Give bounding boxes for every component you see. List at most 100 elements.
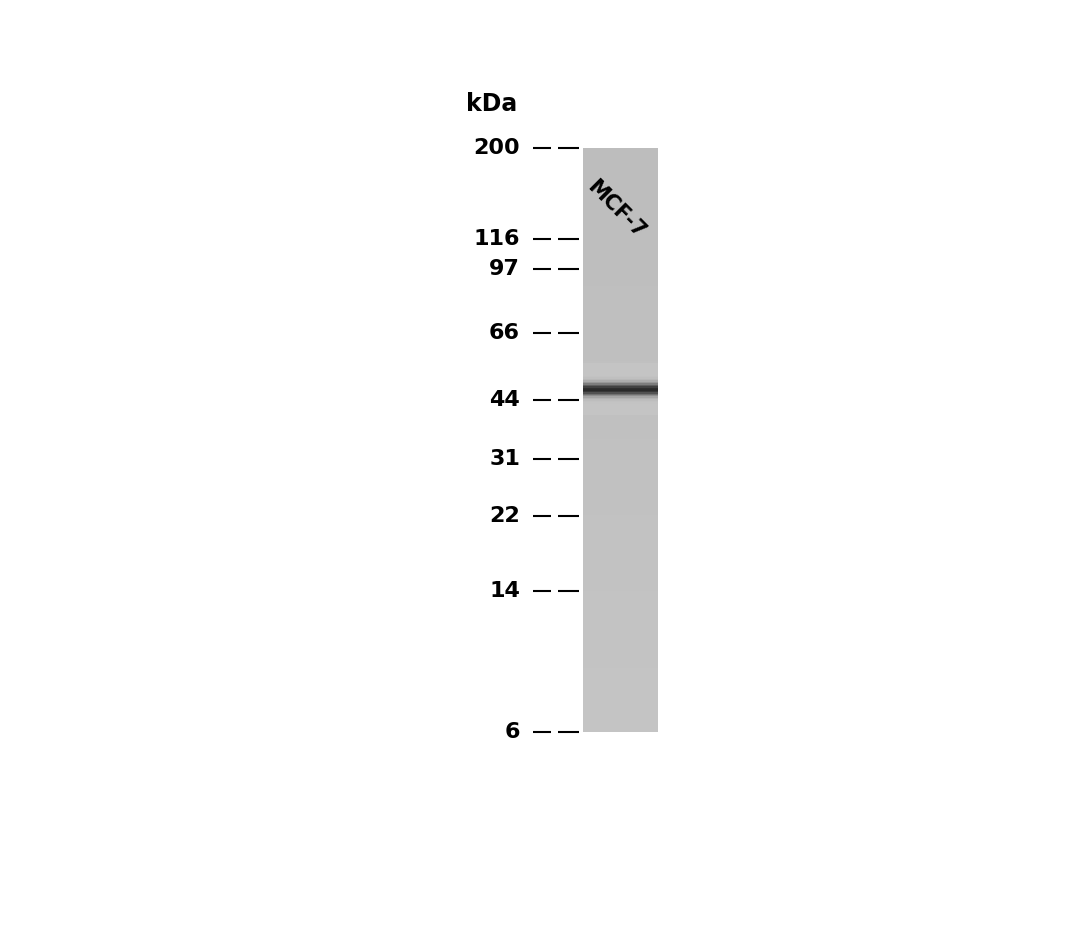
Bar [583, 371, 658, 372]
Bar [583, 363, 658, 364]
Bar [583, 290, 658, 291]
Bar [583, 473, 658, 474]
Bar [583, 664, 658, 665]
Bar [583, 332, 658, 334]
Bar [583, 304, 658, 306]
Bar [583, 358, 658, 360]
Bar [583, 173, 658, 175]
Bar [583, 168, 658, 170]
Bar [583, 401, 658, 402]
Bar [583, 486, 658, 487]
Bar [583, 570, 658, 572]
Bar [583, 348, 658, 350]
Bar [583, 672, 658, 674]
Bar [583, 554, 658, 556]
Bar [583, 256, 658, 257]
Bar [583, 160, 658, 162]
Bar [583, 700, 658, 701]
Bar [583, 301, 658, 303]
Bar [583, 392, 658, 393]
Bar [583, 617, 658, 619]
Bar [583, 334, 658, 335]
Bar [583, 268, 658, 270]
Bar [583, 620, 658, 622]
Bar [583, 431, 658, 433]
Bar [583, 314, 658, 316]
Bar [583, 357, 658, 358]
Bar [583, 223, 658, 225]
Bar [583, 551, 658, 552]
Bar [583, 430, 658, 431]
Bar [583, 701, 658, 703]
Bar [583, 494, 658, 496]
Bar [583, 329, 658, 330]
Bar [583, 614, 658, 615]
Bar [583, 437, 658, 439]
Bar [583, 347, 658, 348]
Bar [583, 546, 658, 547]
Bar [583, 562, 658, 563]
Bar [583, 598, 658, 599]
Bar [583, 595, 658, 596]
Bar [583, 500, 658, 502]
Bar [583, 360, 658, 361]
Bar [583, 711, 658, 713]
Bar [583, 181, 658, 182]
Bar [583, 513, 658, 515]
Bar [583, 337, 658, 338]
Text: 44: 44 [489, 390, 521, 410]
Bar [583, 411, 658, 413]
Bar [583, 692, 658, 693]
Bar [583, 248, 658, 249]
Bar [583, 234, 658, 236]
Bar [583, 343, 658, 344]
Text: 116: 116 [473, 229, 521, 249]
Bar [583, 214, 658, 215]
Bar [583, 522, 658, 523]
Bar [583, 345, 658, 347]
Bar [583, 643, 658, 645]
Bar [583, 350, 658, 351]
Bar [583, 627, 658, 628]
Bar [583, 655, 658, 656]
Bar [583, 287, 658, 288]
Bar [583, 535, 658, 536]
Bar [583, 382, 658, 384]
Text: 31: 31 [489, 448, 521, 469]
Bar [583, 246, 658, 248]
Bar [583, 489, 658, 490]
Bar [583, 374, 658, 376]
Bar [583, 563, 658, 564]
Bar [583, 463, 658, 465]
Bar [583, 298, 658, 299]
Bar [583, 210, 658, 212]
Bar [583, 191, 658, 192]
Bar [583, 385, 658, 387]
Bar [583, 649, 658, 651]
Bar [583, 195, 658, 197]
Bar [583, 573, 658, 575]
Bar [583, 628, 658, 630]
Bar [583, 175, 658, 176]
Bar [583, 642, 658, 643]
Bar [583, 468, 658, 470]
Bar [583, 668, 658, 669]
Bar [583, 325, 658, 327]
Bar [583, 724, 658, 726]
Bar [583, 157, 658, 158]
Bar [583, 423, 658, 424]
Bar [583, 351, 658, 353]
Bar [583, 393, 658, 395]
Bar [583, 208, 658, 210]
Bar [583, 604, 658, 606]
Bar [583, 283, 658, 285]
Bar [583, 612, 658, 614]
Bar [583, 698, 658, 700]
Text: 6: 6 [504, 723, 521, 742]
Bar [583, 675, 658, 677]
Bar [583, 236, 658, 238]
Bar [583, 443, 658, 445]
Bar [583, 447, 658, 449]
Bar [583, 638, 658, 640]
Bar [583, 201, 658, 202]
